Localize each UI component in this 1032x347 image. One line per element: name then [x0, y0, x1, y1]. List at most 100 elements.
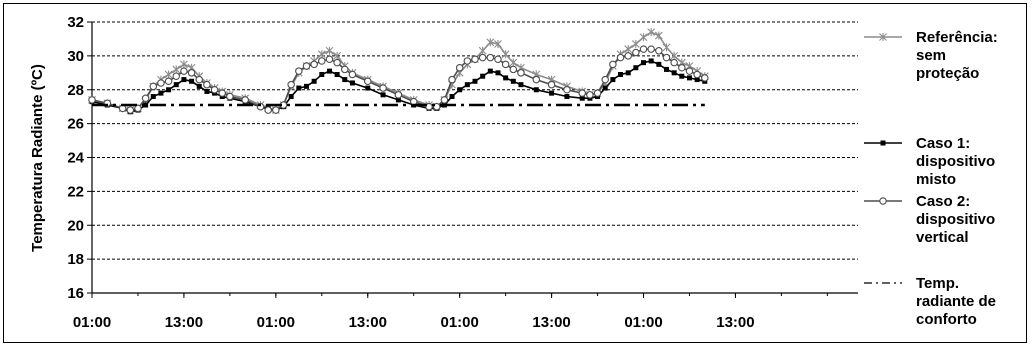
- data-point: [334, 72, 340, 78]
- axes: [87, 21, 858, 298]
- data-point: [670, 58, 678, 67]
- data-point: [655, 47, 663, 55]
- data-point: [288, 94, 294, 100]
- data-point: [180, 67, 188, 75]
- data-point: [648, 58, 654, 64]
- legend-label: dispositivo: [916, 211, 995, 228]
- y-tick-label: 20: [67, 217, 84, 234]
- data-point: [579, 95, 585, 101]
- data-point: [685, 67, 694, 75]
- data-point: [455, 63, 464, 72]
- series-group: [88, 28, 709, 115]
- data-point: [494, 55, 502, 64]
- data-point: [317, 50, 326, 59]
- data-point: [432, 102, 441, 111]
- data-point: [134, 104, 142, 113]
- y-tick-label: 22: [67, 183, 84, 200]
- data-point: [342, 77, 348, 83]
- data-point: [218, 89, 226, 97]
- data-point: [632, 48, 640, 57]
- x-tick-label: 01:00: [257, 314, 295, 331]
- data-point: [326, 68, 332, 74]
- data-point: [126, 106, 135, 114]
- data-point: [564, 94, 570, 100]
- data-point: [341, 65, 349, 74]
- data-point: [472, 78, 478, 84]
- x-tick-label: 01:00: [73, 314, 111, 331]
- data-point: [196, 83, 202, 89]
- data-point: [173, 82, 179, 88]
- legend-label: conforto: [916, 311, 977, 328]
- x-tick-label: 13:00: [716, 314, 754, 331]
- data-point: [180, 60, 188, 69]
- data-point: [141, 94, 150, 102]
- data-point: [701, 74, 709, 82]
- data-point: [694, 77, 700, 83]
- data-point: [471, 55, 479, 64]
- data-point: [610, 77, 616, 83]
- series-3: [88, 45, 709, 114]
- data-point: [195, 75, 203, 84]
- data-point: [509, 58, 518, 67]
- data-point: [440, 96, 449, 104]
- data-point: [264, 106, 272, 114]
- data-point: [501, 50, 510, 59]
- legend-label: radiante de: [916, 293, 996, 310]
- data-point: [333, 51, 342, 60]
- data-point: [602, 85, 608, 91]
- data-point: [318, 57, 326, 65]
- data-point: [478, 53, 487, 62]
- data-point: [616, 53, 625, 62]
- data-point: [664, 66, 669, 72]
- x-tick-label: 01:00: [440, 314, 478, 331]
- data-point: [379, 84, 387, 92]
- data-point: [88, 96, 96, 104]
- data-point: [457, 87, 463, 93]
- data-point: [671, 70, 677, 76]
- data-point: [641, 60, 647, 66]
- data-point: [601, 75, 609, 84]
- data-point: [166, 87, 172, 93]
- data-point: [364, 77, 372, 86]
- data-point: [486, 38, 495, 47]
- data-point: [464, 82, 470, 88]
- data-point: [639, 33, 648, 42]
- data-point: [678, 63, 686, 72]
- data-point: [287, 80, 295, 89]
- data-point: [394, 91, 403, 99]
- data-point: [503, 75, 509, 81]
- data-point: [679, 73, 685, 79]
- x-tick-label: 01:00: [624, 314, 662, 331]
- data-point: [395, 97, 401, 103]
- chart-frame: [3, 3, 1027, 343]
- data-point: [633, 65, 639, 71]
- data-point: [647, 28, 656, 37]
- legend-swatch-marker: [880, 140, 886, 146]
- x-tick-label: 13:00: [349, 314, 387, 331]
- data-point: [448, 75, 456, 84]
- data-point: [365, 85, 371, 91]
- data-point: [662, 53, 671, 62]
- data-point: [578, 89, 586, 97]
- data-point: [656, 61, 662, 67]
- data-point: [325, 55, 334, 64]
- legend-swatch-marker: [879, 197, 887, 205]
- data-point: [380, 92, 386, 98]
- data-point: [311, 78, 317, 84]
- data-point: [662, 43, 671, 52]
- data-point: [296, 85, 302, 91]
- data-point: [149, 82, 158, 91]
- data-point: [164, 70, 173, 79]
- data-point: [210, 86, 219, 94]
- data-point: [517, 69, 525, 77]
- y-tick-label: 28: [67, 82, 84, 99]
- data-point: [303, 83, 309, 89]
- data-point: [272, 106, 280, 114]
- y-tick-label: 16: [67, 285, 84, 302]
- data-point: [172, 72, 181, 80]
- data-point: [425, 102, 433, 111]
- y-tick-label: 32: [67, 14, 84, 31]
- data-point: [547, 80, 556, 89]
